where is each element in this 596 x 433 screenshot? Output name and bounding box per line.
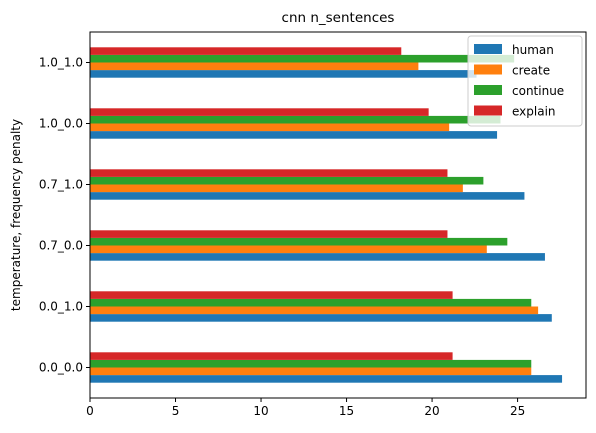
x-tick-label: 5 xyxy=(172,404,180,418)
bar-create-0.0_1.0 xyxy=(90,306,539,315)
bar-human-0.0_1.0 xyxy=(90,314,552,322)
x-tick-label: 20 xyxy=(424,404,439,418)
y-tick-label: 1.0_0.0 xyxy=(39,117,83,131)
bar-explain-0.7_1.0 xyxy=(90,169,448,177)
bar-explain-0.0_0.0 xyxy=(90,352,453,360)
legend-label-explain: explain xyxy=(512,105,556,119)
x-tick-label: 0 xyxy=(86,404,94,418)
legend-swatch-human xyxy=(474,44,502,54)
bar-human-0.7_0.0 xyxy=(90,253,545,261)
y-tick-label: 0.7_1.0 xyxy=(39,178,83,192)
bar-continue-0.7_1.0 xyxy=(90,176,484,185)
bar-create-1.0_0.0 xyxy=(90,123,450,132)
y-tick-label: 0.0_0.0 xyxy=(39,361,83,375)
bar-create-0.7_1.0 xyxy=(90,184,463,193)
x-tick-label: 10 xyxy=(253,404,268,418)
legend-swatch-continue xyxy=(474,85,502,95)
legend-swatch-create xyxy=(474,64,502,75)
bar-continue-0.7_0.0 xyxy=(90,237,508,246)
bar-human-0.0_0.0 xyxy=(90,375,563,383)
bar-create-0.7_0.0 xyxy=(90,245,487,254)
bar-explain-0.7_0.0 xyxy=(90,230,448,238)
y-axis-title: temperature, frequency penalty xyxy=(9,119,23,311)
y-tick-label: 0.0_1.0 xyxy=(39,300,83,314)
bar-explain-1.0_1.0 xyxy=(90,47,402,55)
y-tick-label: 1.0_1.0 xyxy=(39,56,83,70)
x-tick-label: 15 xyxy=(339,404,354,418)
bar-continue-1.0_0.0 xyxy=(90,115,501,124)
bar-explain-1.0_0.0 xyxy=(90,108,429,116)
chart-title: cnn n_sentences xyxy=(282,10,395,26)
bar-create-1.0_1.0 xyxy=(90,62,419,71)
y-tick-label: 0.7_0.0 xyxy=(39,239,83,253)
bar-human-1.0_0.0 xyxy=(90,131,498,139)
bar-continue-0.0_0.0 xyxy=(90,359,532,368)
x-axis: 0 5 10 15 20 25 xyxy=(86,398,525,418)
legend-label-continue: continue xyxy=(512,84,564,98)
legend-box xyxy=(467,35,583,127)
legend-label-human: human xyxy=(512,43,554,57)
bars-group xyxy=(90,47,563,383)
bar-continue-1.0_1.0 xyxy=(90,54,515,63)
y-axis: 0.0_0.0 0.0_1.0 0.7_0.0 0.7_1.0 1.0_0.0 1.0_1… xyxy=(39,56,90,375)
bar-create-0.0_0.0 xyxy=(90,367,532,376)
bar-human-1.0_1.0 xyxy=(90,70,477,78)
bar-human-0.7_1.0 xyxy=(90,192,525,200)
legend: human create continue explain xyxy=(467,35,583,127)
plot-frame xyxy=(89,31,587,399)
legend-label-create: create xyxy=(512,64,550,78)
x-tick-label: 25 xyxy=(510,404,525,418)
legend-swatch-explain xyxy=(474,105,502,116)
bar-continue-0.0_1.0 xyxy=(90,298,532,307)
bar-explain-0.0_1.0 xyxy=(90,291,453,299)
